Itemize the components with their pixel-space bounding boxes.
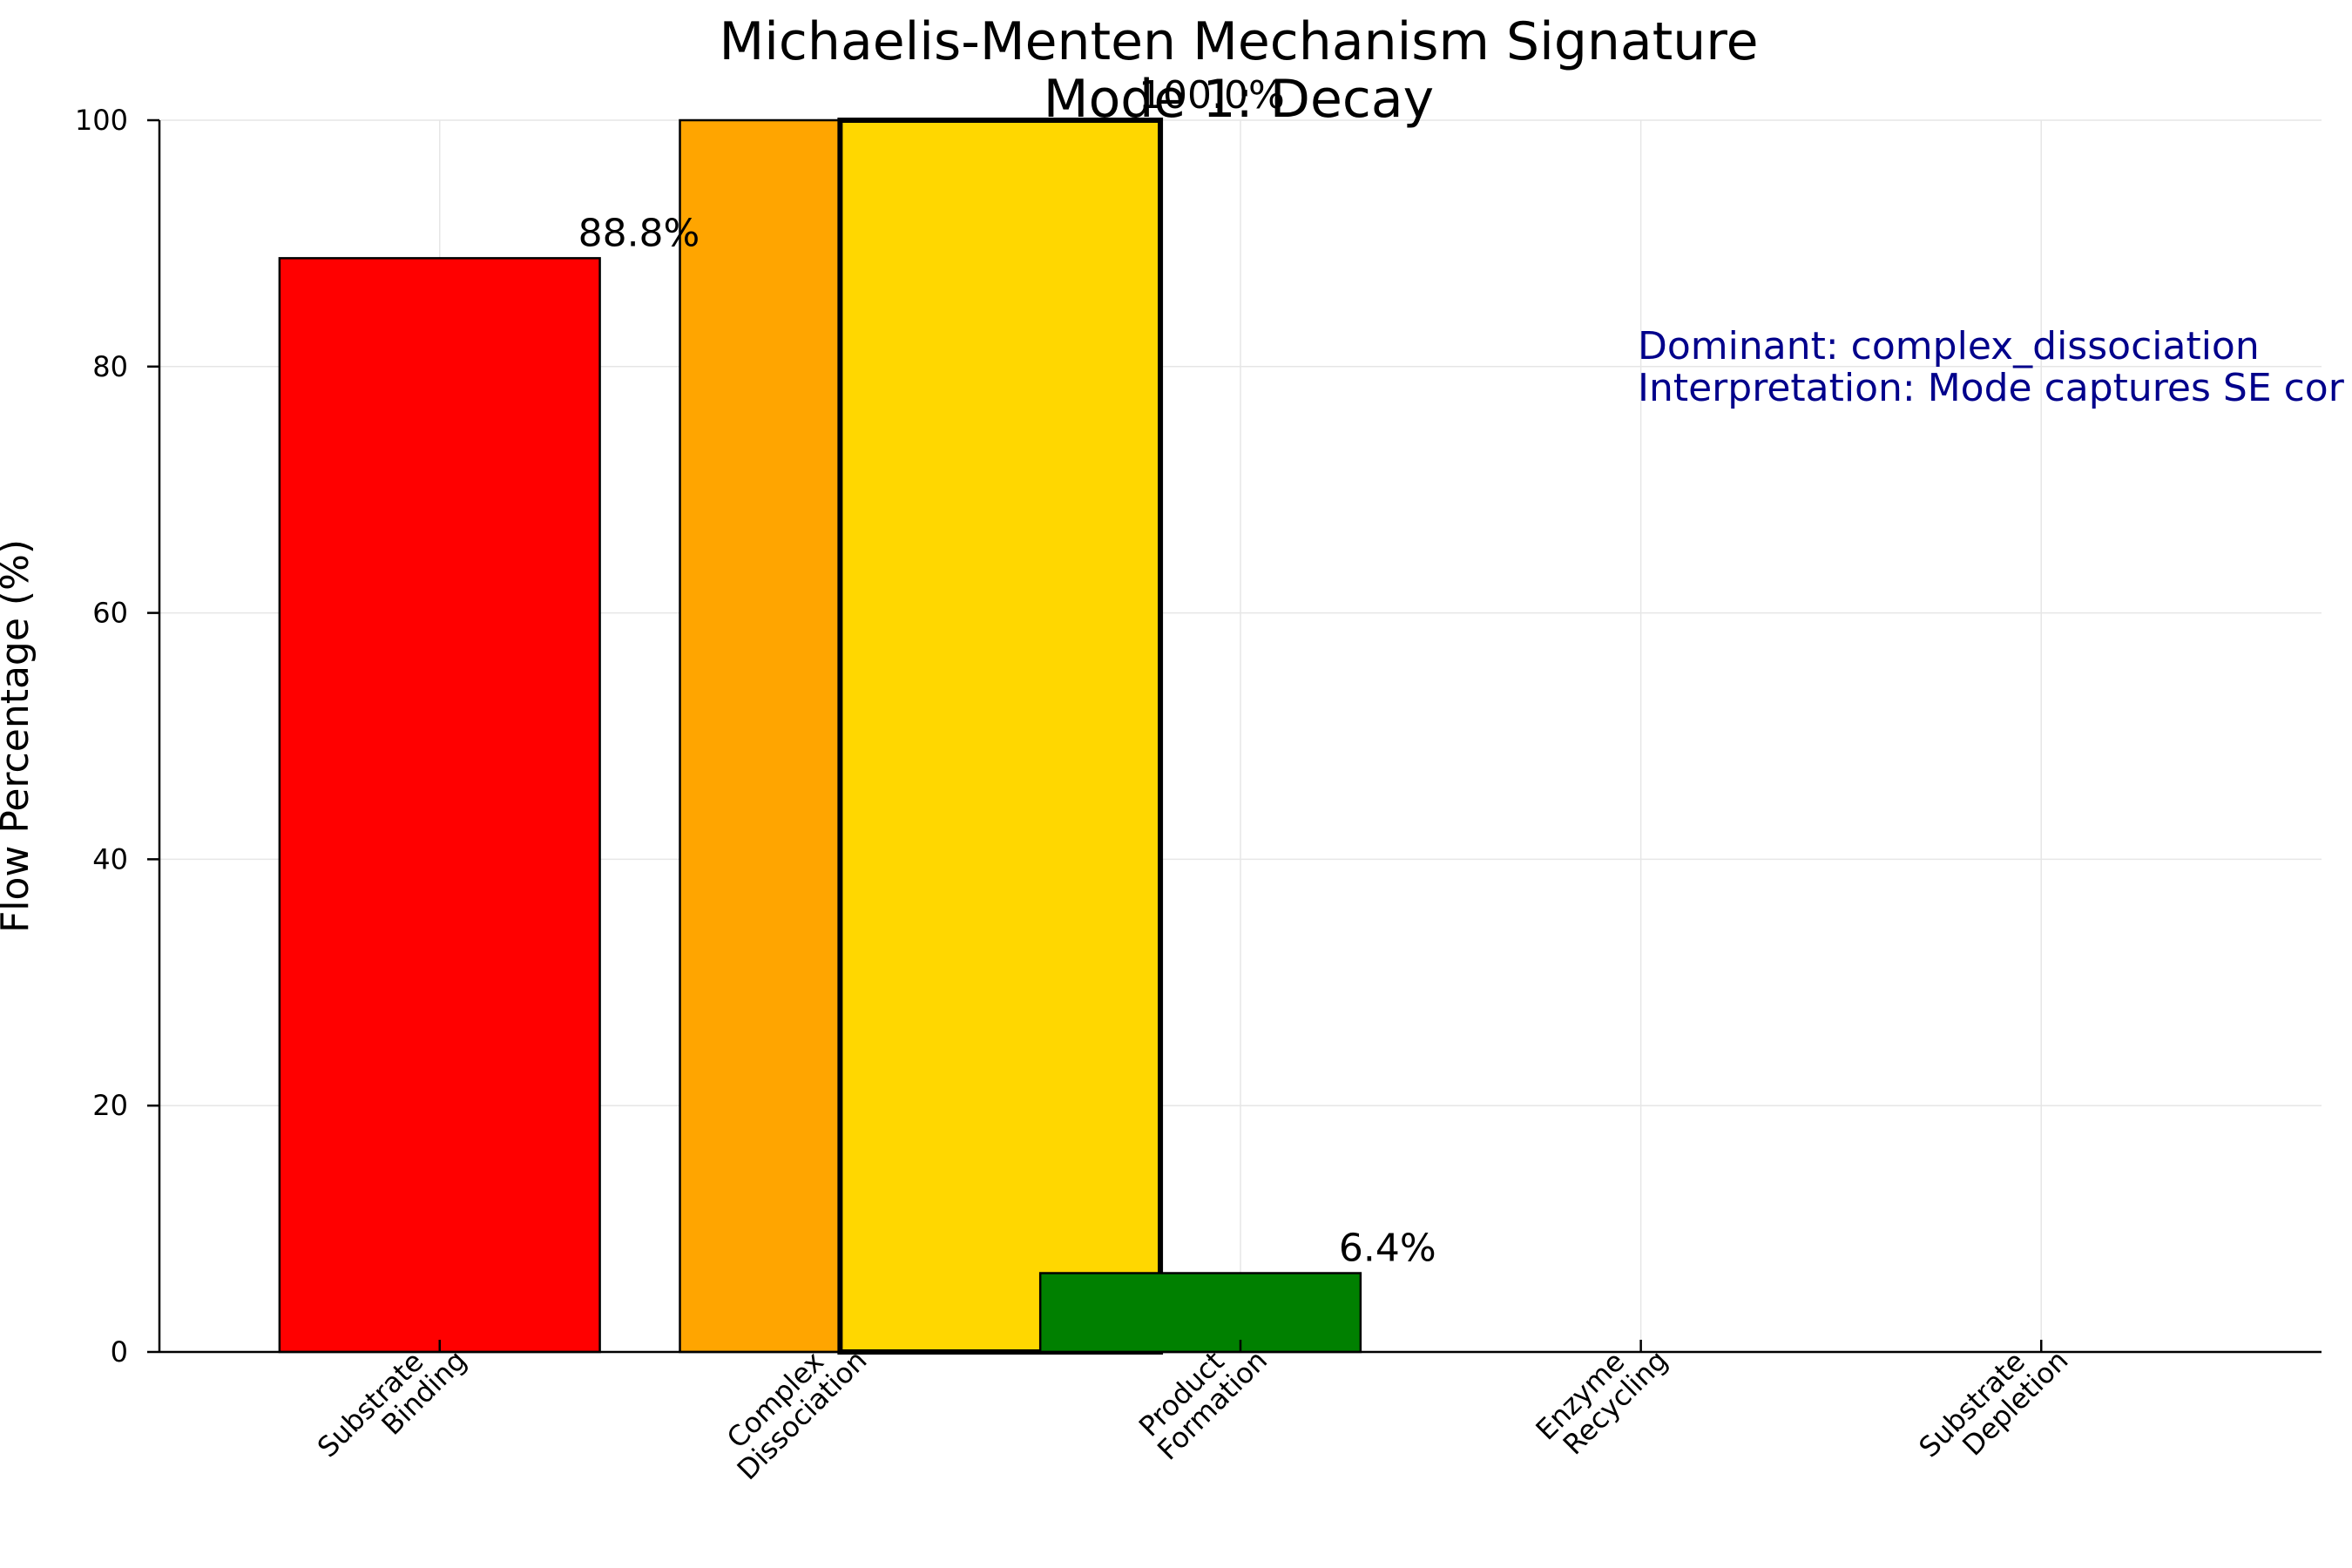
bar-value-label: 100.0%	[1139, 73, 1285, 118]
axes-layer	[147, 118, 2322, 1354]
y-tick-label: 80	[92, 350, 128, 383]
bar-value-label: 6.4%	[1339, 1227, 1436, 1271]
y-tick-label: 60	[92, 597, 128, 630]
bars-layer	[278, 118, 1362, 1355]
bar	[837, 118, 1164, 1355]
y-tick-label: 0	[111, 1335, 128, 1369]
y-axis-label: Flow Percentage (%)	[0, 539, 37, 933]
bar	[278, 257, 601, 1354]
y-tick-label: 40	[92, 842, 128, 875]
bar	[1038, 1272, 1362, 1354]
annotation-interpretation: Interpretation: Mode captures SE cor	[1638, 366, 2345, 410]
chart-title: Michaelis-Menten Mechanism Signature	[719, 11, 1758, 72]
y-tick-label: 20	[92, 1089, 128, 1122]
annotation-dominant: Dominant: complex_dissociation	[1638, 324, 2260, 368]
bar-value-label: 88.8%	[578, 211, 700, 255]
y-tick-label: 100	[75, 104, 128, 137]
chart-subtitle: Mode 1: Decay	[1044, 69, 1434, 130]
